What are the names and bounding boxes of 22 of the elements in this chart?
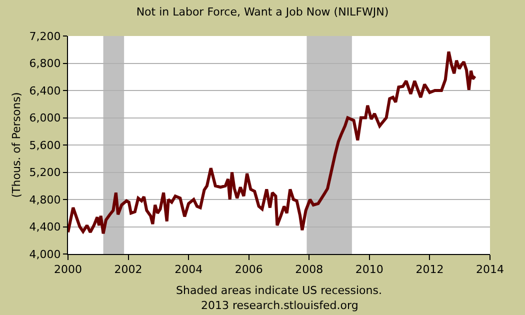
x-tick-label: 2010 <box>355 263 384 276</box>
x-tick-label: 2006 <box>234 263 263 276</box>
y-tick-label: 6,800 <box>29 57 61 70</box>
y-tick-label: 5,200 <box>29 166 61 180</box>
text: Shaded areas indicate US recessions. <box>176 284 382 297</box>
x-tick-label: 2000 <box>54 263 82 276</box>
y-tick-label: 7,200 <box>29 30 61 43</box>
x-tick-label: 2004 <box>174 263 203 276</box>
y-axis-title: (Thous. of Persons) <box>10 92 23 198</box>
y-tick-label: 4,400 <box>29 220 61 234</box>
chart-title: Not in Labor Force, Want a Job Now (NILFWJN) <box>136 6 389 19</box>
text: 2013 research.stlouisfed.org <box>201 299 358 312</box>
y-tick-label: 6,400 <box>29 84 61 98</box>
y-tick-label: 6,000 <box>29 112 61 125</box>
y-tick-label: 5,600 <box>29 138 61 152</box>
line-series <box>68 50 476 236</box>
x-tick-label: 2014 <box>476 263 504 276</box>
x-tick-label: 2012 <box>416 263 444 276</box>
y-tick-label: 4,800 <box>29 193 61 206</box>
x-tick-label: 2008 <box>295 263 324 276</box>
x-tick-label: 2002 <box>114 263 142 276</box>
y-tick-label: 4,000 <box>29 248 61 261</box>
